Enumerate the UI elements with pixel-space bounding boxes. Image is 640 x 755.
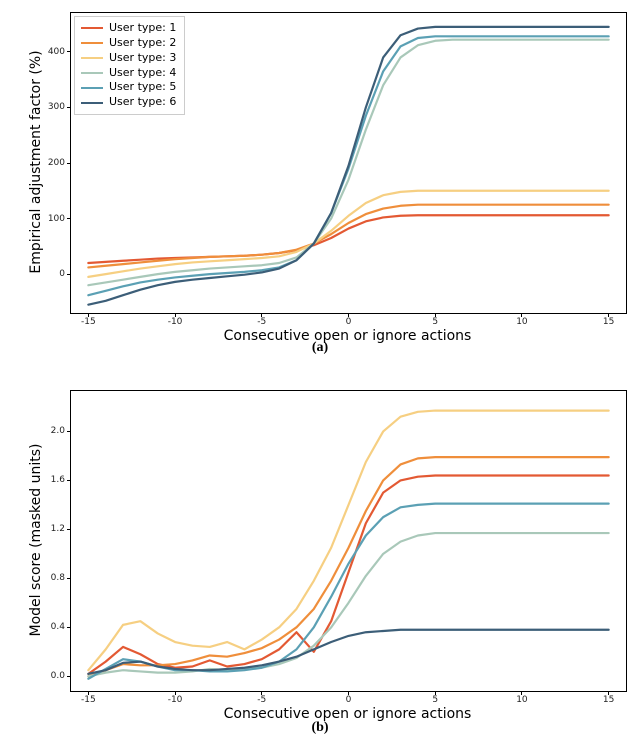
xtick-label: 10: [516, 317, 527, 327]
legend-swatch: [81, 42, 103, 44]
xtick-label: -5: [257, 317, 266, 327]
legend: User type: 1User type: 2User type: 3User…: [74, 16, 185, 115]
panel-a-plot-area: User type: 1User type: 2User type: 3User…: [70, 12, 627, 314]
legend-row: User type: 4: [81, 66, 176, 81]
series-line-u6: [88, 630, 608, 674]
series-line-u4: [88, 533, 608, 676]
ytick-label: 0.0: [51, 671, 65, 681]
legend-swatch: [81, 57, 103, 59]
legend-label: User type: 6: [109, 95, 176, 110]
panel-b-plot-area: -15-10-50510150.00.40.81.21.62.0: [70, 390, 627, 692]
ytick-label: 0: [59, 269, 65, 279]
xtick-label: -15: [81, 695, 96, 705]
series-line-u5: [88, 504, 608, 679]
legend-label: User type: 5: [109, 80, 176, 95]
xtick-label: 10: [516, 695, 527, 705]
xtick-label: 5: [432, 317, 438, 327]
xtick-label: 0: [346, 317, 352, 327]
legend-row: User type: 5: [81, 80, 176, 95]
legend-swatch: [81, 27, 103, 29]
legend-row: User type: 6: [81, 95, 176, 110]
legend-swatch: [81, 72, 103, 74]
legend-label: User type: 4: [109, 66, 176, 81]
panel-a-caption: (a): [0, 340, 640, 356]
xtick-label: 15: [603, 695, 614, 705]
xtick-label: -10: [168, 695, 183, 705]
legend-row: User type: 3: [81, 51, 176, 66]
legend-swatch: [81, 102, 103, 104]
ytick-label: 1.2: [51, 524, 65, 534]
legend-row: User type: 2: [81, 36, 176, 51]
ytick-label: 1.6: [51, 475, 65, 485]
xtick-label: 15: [603, 317, 614, 327]
ytick-mark: [67, 163, 71, 164]
figure-container: User type: 1User type: 2User type: 3User…: [0, 0, 640, 755]
legend-swatch: [81, 87, 103, 89]
ytick-label: 2.0: [51, 426, 65, 436]
panel-b-ylabel: Model score (masked units): [28, 390, 44, 690]
ytick-mark: [67, 578, 71, 579]
ytick-mark: [67, 676, 71, 677]
xtick-label: -15: [81, 317, 96, 327]
xtick-label: -10: [168, 317, 183, 327]
legend-label: User type: 1: [109, 21, 176, 36]
panel-a-ylabel: Empirical adjustment factor (%): [28, 12, 44, 312]
ytick-label: 200: [48, 158, 65, 168]
legend-label: User type: 2: [109, 36, 176, 51]
series-line-u3: [88, 411, 608, 671]
ytick-mark: [67, 431, 71, 432]
ytick-label: 100: [48, 214, 65, 224]
ytick-mark: [67, 529, 71, 530]
ytick-mark: [67, 480, 71, 481]
ytick-mark: [67, 218, 71, 219]
xtick-label: -5: [257, 695, 266, 705]
legend-row: User type: 1: [81, 21, 176, 36]
legend-label: User type: 3: [109, 51, 176, 66]
xtick-label: 5: [432, 695, 438, 705]
ytick-mark: [67, 51, 71, 52]
panel-b-caption: (b): [0, 720, 640, 736]
ytick-label: 0.4: [51, 622, 65, 632]
ytick-mark: [67, 274, 71, 275]
xtick-label: 0: [346, 695, 352, 705]
ytick-label: 0.8: [51, 573, 65, 583]
ytick-mark: [67, 627, 71, 628]
ytick-label: 300: [48, 102, 65, 112]
panel-b-lines: [71, 391, 626, 691]
ytick-mark: [67, 107, 71, 108]
ytick-label: 400: [48, 47, 65, 57]
series-line-u2: [88, 457, 608, 676]
